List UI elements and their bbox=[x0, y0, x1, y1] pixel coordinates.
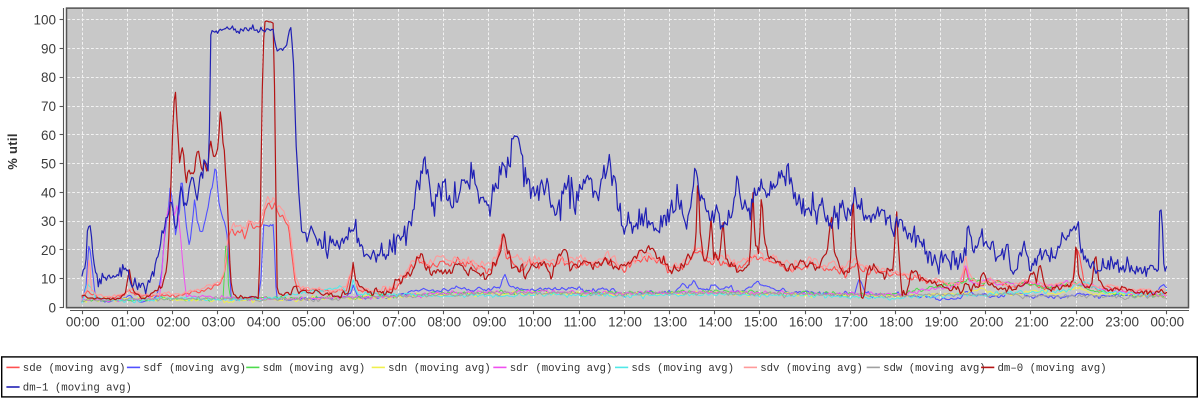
svg-text:100: 100 bbox=[33, 13, 56, 28]
svg-text:30: 30 bbox=[41, 214, 56, 229]
svg-text:20:00: 20:00 bbox=[970, 315, 1004, 330]
svg-text:11:00: 11:00 bbox=[564, 315, 597, 330]
svg-text:18:00: 18:00 bbox=[879, 315, 913, 330]
svg-text:19:00: 19:00 bbox=[925, 315, 959, 330]
svg-text:13:00: 13:00 bbox=[653, 315, 687, 330]
svg-text:50: 50 bbox=[41, 157, 56, 172]
svg-text:sdf (moving avg): sdf (moving avg) bbox=[143, 363, 246, 375]
svg-text:07:00: 07:00 bbox=[382, 315, 416, 330]
svg-text:06:00: 06:00 bbox=[337, 315, 371, 330]
svg-text:80: 80 bbox=[41, 70, 56, 85]
svg-text:23:00: 23:00 bbox=[1105, 315, 1139, 330]
svg-text:21:00: 21:00 bbox=[1015, 315, 1049, 330]
svg-text:22:00: 22:00 bbox=[1060, 315, 1094, 330]
svg-text:09:00: 09:00 bbox=[473, 315, 507, 330]
svg-text:10: 10 bbox=[41, 272, 56, 287]
svg-text:sdm (moving avg): sdm (moving avg) bbox=[263, 363, 366, 375]
svg-text:15:00: 15:00 bbox=[744, 315, 778, 330]
svg-text:dm–0 (moving avg): dm–0 (moving avg) bbox=[998, 363, 1107, 375]
svg-text:01:00: 01:00 bbox=[111, 315, 145, 330]
svg-text:05:00: 05:00 bbox=[292, 315, 326, 330]
svg-text:17:00: 17:00 bbox=[834, 315, 868, 330]
svg-text:0: 0 bbox=[48, 300, 56, 315]
svg-text:04:00: 04:00 bbox=[247, 315, 281, 330]
svg-text:00:00: 00:00 bbox=[1150, 315, 1184, 330]
svg-text:60: 60 bbox=[41, 128, 56, 143]
svg-text:02:00: 02:00 bbox=[156, 315, 190, 330]
svg-text:70: 70 bbox=[41, 99, 56, 114]
svg-text:16:00: 16:00 bbox=[789, 315, 823, 330]
svg-text:10:00: 10:00 bbox=[518, 315, 552, 330]
svg-text:03:00: 03:00 bbox=[202, 315, 236, 330]
svg-text:20: 20 bbox=[41, 243, 56, 258]
svg-text:dm–1 (moving avg): dm–1 (moving avg) bbox=[23, 383, 132, 395]
svg-text:90: 90 bbox=[41, 42, 56, 57]
svg-text:08:00: 08:00 bbox=[427, 315, 461, 330]
svg-text:00:00: 00:00 bbox=[66, 315, 100, 330]
svg-text:sdv (moving avg): sdv (moving avg) bbox=[760, 363, 863, 375]
svg-text:14:00: 14:00 bbox=[699, 315, 733, 330]
svg-text:% util: % util bbox=[5, 133, 20, 169]
svg-text:sdn (moving avg): sdn (moving avg) bbox=[388, 363, 491, 375]
svg-text:12:00: 12:00 bbox=[608, 315, 642, 330]
svg-text:sdr (moving avg): sdr (moving avg) bbox=[510, 363, 613, 375]
svg-text:sde (moving avg): sde (moving avg) bbox=[23, 363, 126, 375]
svg-text:40: 40 bbox=[41, 185, 56, 200]
svg-text:sdw (moving avg): sdw (moving avg) bbox=[883, 363, 986, 375]
svg-text:sds (moving avg): sds (moving avg) bbox=[631, 363, 734, 375]
